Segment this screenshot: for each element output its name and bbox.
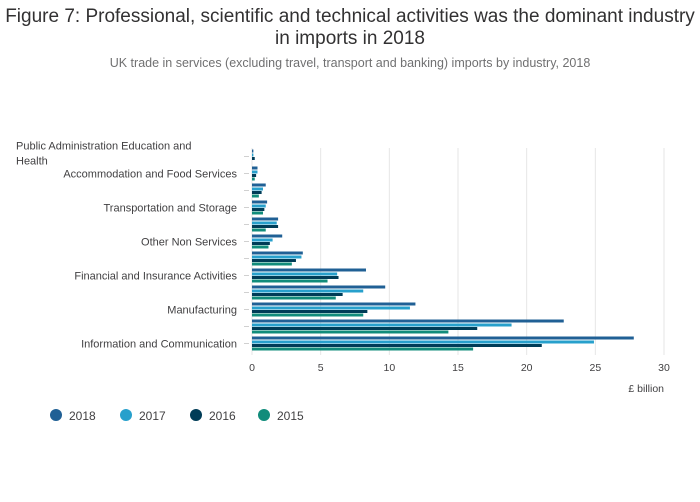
category-label: Financial and Insurance Activities — [74, 271, 237, 283]
category-label: Public Administration Education and Healt… — [16, 141, 192, 168]
bar-2017[interactable] — [252, 306, 410, 310]
category-label: Other Non Services — [141, 237, 237, 249]
bar-2016[interactable] — [252, 327, 478, 330]
bar-2017[interactable] — [252, 153, 254, 157]
bar-2015[interactable] — [252, 194, 259, 198]
category-label: Manufacturing — [167, 305, 237, 317]
bar-2017[interactable] — [252, 289, 364, 293]
x-tick-label: 25 — [589, 362, 601, 374]
legend-marker — [50, 409, 62, 421]
legend-marker — [120, 409, 132, 421]
bar-2017[interactable] — [252, 170, 258, 174]
bar-2015[interactable] — [252, 279, 328, 283]
category-label: Information and Communication — [81, 339, 237, 351]
bar-2016[interactable] — [252, 276, 339, 279]
bar-2017[interactable] — [252, 221, 277, 225]
bar-2018[interactable] — [252, 166, 258, 170]
legend-label: 2018 — [69, 409, 96, 423]
bar-2018[interactable] — [252, 200, 268, 204]
legend-item-2017[interactable]: 2017 — [120, 409, 166, 423]
legend-marker — [258, 409, 270, 421]
bar-2017[interactable] — [252, 340, 594, 344]
bar-2018[interactable] — [252, 336, 634, 340]
bar-2016[interactable] — [252, 310, 368, 313]
x-tick-label: 15 — [452, 362, 464, 374]
bar-2017[interactable] — [252, 238, 273, 242]
bar-2016[interactable] — [252, 174, 257, 177]
bar-2017[interactable] — [252, 255, 302, 259]
bar-2016[interactable] — [252, 225, 279, 228]
bar-2017[interactable] — [252, 323, 512, 327]
bar-2018[interactable] — [252, 183, 266, 187]
bar-2018[interactable] — [252, 251, 303, 255]
legend-label: 2016 — [209, 409, 236, 423]
bar-2015[interactable] — [252, 347, 474, 351]
bar-2015[interactable] — [252, 211, 263, 215]
x-axis-title: £ billion — [628, 383, 664, 395]
category-label: Accommodation and Food Services — [63, 169, 237, 181]
bar-2016[interactable] — [252, 344, 542, 347]
bar-2018[interactable] — [252, 285, 386, 289]
bar-2016[interactable] — [252, 242, 270, 245]
bar-2018[interactable] — [252, 268, 366, 272]
bar-2018[interactable] — [252, 217, 279, 221]
legend-label: 2017 — [139, 409, 166, 423]
chart-title: Figure 7: Professional, scientific and t… — [5, 6, 695, 49]
bar-2016[interactable] — [252, 259, 296, 262]
category-label: Transportation and Storage — [103, 203, 237, 215]
x-tick-label: 5 — [318, 362, 324, 374]
bar-2018[interactable] — [252, 234, 283, 238]
bar-2015[interactable] — [252, 296, 336, 300]
x-tick-label: 10 — [383, 362, 395, 374]
bar-2017[interactable] — [252, 187, 263, 191]
bar-2017[interactable] — [252, 204, 266, 208]
chart-subtitle: UK trade in services (excluding travel, … — [109, 56, 591, 70]
bar-2015[interactable] — [252, 262, 292, 266]
legend-label: 2015 — [277, 409, 304, 423]
bar-2016[interactable] — [252, 293, 343, 296]
bar-2015[interactable] — [252, 245, 269, 249]
bar-2018[interactable] — [252, 149, 254, 153]
legend-marker — [190, 409, 202, 421]
bar-2015[interactable] — [252, 330, 449, 334]
bar-2016[interactable] — [252, 208, 265, 211]
bar-2015[interactable] — [252, 228, 266, 232]
x-tick-label: 30 — [658, 362, 670, 374]
x-tick-label: 20 — [521, 362, 533, 374]
bar-2017[interactable] — [252, 272, 338, 276]
bar-2016[interactable] — [252, 191, 262, 194]
bar-2018[interactable] — [252, 319, 564, 323]
legend-item-2015[interactable]: 2015 — [258, 409, 304, 423]
bar-2015[interactable] — [252, 177, 255, 181]
bar-2018[interactable] — [252, 302, 416, 306]
bar-2016[interactable] — [252, 157, 255, 160]
legend-item-2016[interactable]: 2016 — [190, 409, 236, 423]
x-tick-label: 0 — [249, 362, 255, 374]
legend-item-2018[interactable]: 2018 — [50, 409, 96, 423]
bar-2015[interactable] — [252, 313, 364, 317]
